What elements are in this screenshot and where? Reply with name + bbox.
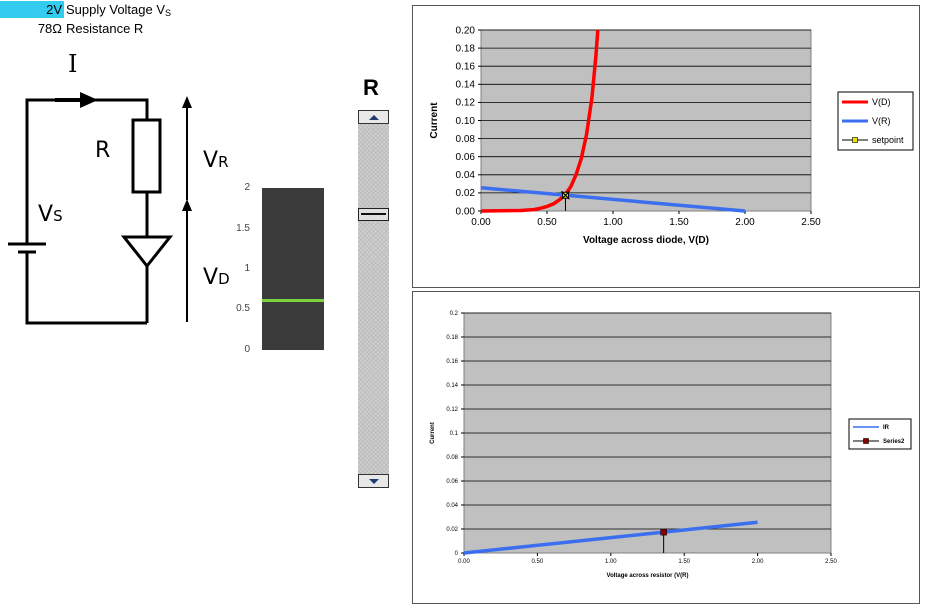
x-tick-label: 0.50 (537, 217, 557, 228)
voltage-bar (262, 188, 324, 350)
x-tick-label: 2.00 (735, 217, 755, 228)
supply-voltage-value[interactable]: 2V (0, 1, 64, 18)
scrollbar-thumb[interactable] (358, 208, 389, 222)
y-tick-label: 0.06 (446, 479, 458, 485)
scrollbar-track[interactable] (358, 110, 389, 488)
scale-tick: 0 (244, 344, 250, 355)
series-line-v-r- (480, 186, 746, 213)
resistance-value[interactable]: 78Ω (37, 21, 62, 36)
x-tick-label: 1.50 (678, 559, 690, 565)
y-tick-label: 0.06 (456, 152, 476, 163)
x-axis-label: Voltage across resistor (V(R) (607, 573, 689, 579)
resistor-label: R (95, 138, 111, 163)
x-tick-label: 0.50 (532, 559, 544, 565)
y-tick-label: 0.20 (456, 25, 476, 36)
x-tick-label: 1.00 (605, 559, 617, 565)
slider-title: R (363, 75, 379, 100)
y-tick-label: 0.18 (446, 335, 458, 341)
vr-label: VR (203, 148, 229, 173)
y-tick-label: 0 (455, 551, 459, 557)
legend-box (848, 418, 912, 450)
scroll-down-button[interactable] (358, 474, 389, 488)
legend-entry: Series2 (883, 439, 905, 445)
resistor-current-chart: 0 0.02 0.04 0.06 0.08 0.1 0.12 0.14 0.16 0.18 0.2 0… (430, 311, 912, 579)
legend-entry: V(D) (872, 97, 891, 107)
series-line-ir (463, 520, 758, 555)
vd-label: VD (203, 265, 230, 290)
resistance-scrollbar[interactable] (358, 110, 389, 488)
vr-arrow-icon (182, 96, 192, 108)
y-tick-label: 0.00 (456, 206, 476, 217)
y-tick-label: 0.16 (446, 359, 458, 365)
x-tick-label: 2.50 (801, 217, 821, 228)
supply-voltage-label: Supply Voltage VS (66, 2, 172, 18)
y-tick-label: 0.10 (456, 116, 476, 127)
legend-marker (852, 137, 858, 143)
setpoint-cross (561, 190, 570, 200)
legend-entry: IR (883, 425, 890, 431)
voltage-indicator-line (262, 298, 324, 302)
y-tick-label: 0.04 (456, 170, 476, 181)
x-tick-label: 1.00 (603, 217, 623, 228)
y-tick-label: 0.08 (446, 455, 458, 461)
y-tick-label: 0.12 (456, 98, 476, 109)
supply-label: VS (38, 202, 63, 227)
x-axis-label: Voltage across diode, V(D) (583, 235, 709, 246)
legend-marker (863, 438, 869, 444)
resistance-label: Resistance R (66, 21, 144, 36)
y-tick-label: 0.04 (446, 503, 458, 509)
y-tick-label: 0.16 (456, 62, 476, 73)
scale-tick: 2 (244, 182, 250, 193)
circuit-diagram (8, 92, 192, 325)
resistance-row[interactable]: 78Ω Resistance R (0, 20, 144, 37)
diode-current-chart: 0.00 0.02 0.04 0.06 0.08 0.10 0.12 0.14 0.16 0.18… (429, 25, 914, 246)
x-tick-label: 1.50 (669, 217, 689, 228)
y-tick-label: 0.2 (450, 311, 459, 317)
y-tick-label: 0.08 (456, 134, 476, 145)
y-axis-label: Current (430, 422, 436, 444)
scale-tick: 0.5 (236, 303, 250, 314)
diode-chart-frame: 0.00 0.02 0.04 0.06 0.08 0.10 0.12 0.14 0.16 0.18… (412, 5, 920, 288)
y-axis-label: Current (429, 102, 440, 139)
y-tick-label: 0.02 (456, 188, 476, 199)
y-tick-label: 0.02 (446, 527, 458, 533)
resistor-chart-frame: 0 0.02 0.04 0.06 0.08 0.1 0.12 0.14 0.16 0.18 0.2 0… (412, 291, 920, 604)
x-tick-label: 2.00 (752, 559, 764, 565)
y-tick-label: 0.18 (456, 43, 476, 54)
scale-tick: 1 (244, 263, 250, 274)
y-tick-label: 0.14 (456, 80, 476, 91)
scroll-up-button[interactable] (358, 110, 389, 124)
series2-marker (660, 528, 667, 536)
scale-tick: 1.5 (236, 223, 250, 234)
legend-entry: setpoint (872, 135, 904, 145)
scroll-down-arrow-icon (368, 478, 379, 484)
vd-arrow-icon (182, 199, 192, 211)
y-tick-label: 0.12 (446, 407, 458, 413)
y-tick-label: 0.1 (450, 431, 459, 437)
diode-symbol (120, 235, 174, 269)
supply-voltage-row[interactable]: 2V Supply Voltage VS (0, 1, 171, 18)
current-label: I (68, 50, 78, 78)
current-arrow-icon (80, 92, 98, 108)
y-tick-label: 0.14 (446, 383, 458, 389)
scroll-up-arrow-icon (368, 114, 379, 120)
x-tick-label: 2.50 (825, 559, 837, 565)
legend-entry: V(R) (872, 116, 891, 126)
x-tick-label: 0.00 (458, 559, 470, 565)
x-tick-label: 0.00 (471, 217, 491, 228)
